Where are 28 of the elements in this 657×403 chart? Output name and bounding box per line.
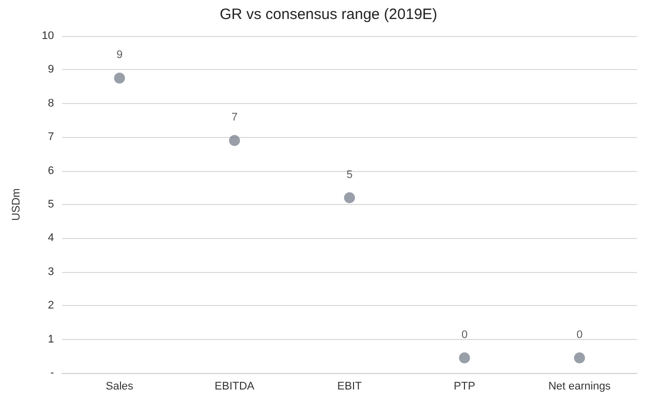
y-tick-label: 6 — [48, 164, 54, 177]
data-label: 9 — [116, 49, 123, 62]
data-label: 0 — [461, 328, 468, 341]
point — [459, 352, 470, 364]
y-tick-label: 10 — [42, 30, 54, 42]
x-tick-label: EBITDA — [214, 380, 256, 392]
y-tick-label: 5 — [48, 198, 54, 210]
x-tick-label: Net earnings — [548, 380, 612, 392]
y-tick-label: 8 — [48, 97, 54, 110]
point — [344, 192, 355, 204]
y-tick-label: 7 — [48, 131, 54, 144]
chart-title: GR vs consensus range (2019E) — [220, 6, 438, 23]
x-tick-label: PTP — [454, 380, 476, 392]
y-tick-label: 4 — [48, 232, 54, 244]
y-tick-label: 3 — [48, 266, 54, 278]
point — [574, 352, 585, 364]
point — [229, 134, 240, 146]
y-axis-title: USDm — [10, 188, 22, 221]
y-tick-label: 9 — [48, 64, 54, 76]
y-tick-label: 1 — [48, 333, 54, 346]
x-tick-label: EBIT — [337, 380, 362, 392]
y-tick-label: - — [50, 367, 54, 379]
data-label: 0 — [576, 328, 583, 341]
data-label: 7 — [231, 111, 238, 124]
point — [114, 72, 125, 84]
x-tick-label: Sales — [106, 380, 134, 392]
data-label: 5 — [346, 168, 353, 181]
y-tick-label: 2 — [48, 300, 54, 312]
